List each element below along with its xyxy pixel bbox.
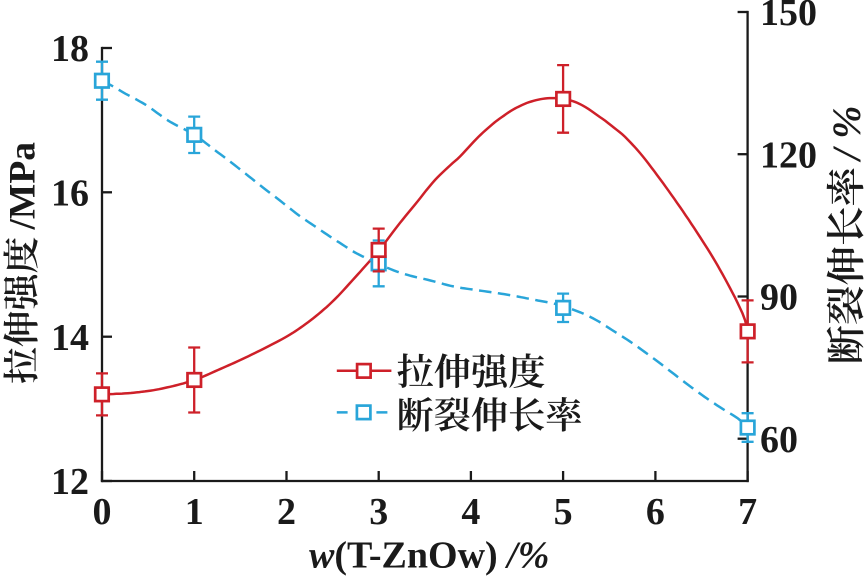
svg-text:120: 120 bbox=[760, 134, 817, 176]
svg-text:2: 2 bbox=[277, 491, 296, 533]
svg-text:/MPa: /MPa bbox=[3, 142, 44, 231]
svg-text:3: 3 bbox=[369, 491, 388, 533]
svg-text:5: 5 bbox=[554, 491, 573, 533]
svg-text:7: 7 bbox=[738, 491, 757, 533]
svg-text:16: 16 bbox=[51, 173, 89, 215]
svg-text:90: 90 bbox=[760, 277, 798, 319]
svg-text:0: 0 bbox=[93, 491, 112, 533]
svg-text:4: 4 bbox=[461, 491, 480, 533]
svg-text:1: 1 bbox=[185, 491, 204, 533]
svg-text:12: 12 bbox=[51, 461, 89, 503]
svg-text:14: 14 bbox=[51, 317, 89, 359]
svg-text:60: 60 bbox=[760, 419, 798, 461]
svg-text:150: 150 bbox=[760, 0, 817, 34]
svg-text:6: 6 bbox=[646, 491, 665, 533]
svg-text:18: 18 bbox=[51, 28, 89, 70]
svg-text:/ %: / % bbox=[824, 106, 867, 163]
svg-text:w(T-ZnOw) /%: w(T-ZnOw) /% bbox=[309, 535, 549, 577]
